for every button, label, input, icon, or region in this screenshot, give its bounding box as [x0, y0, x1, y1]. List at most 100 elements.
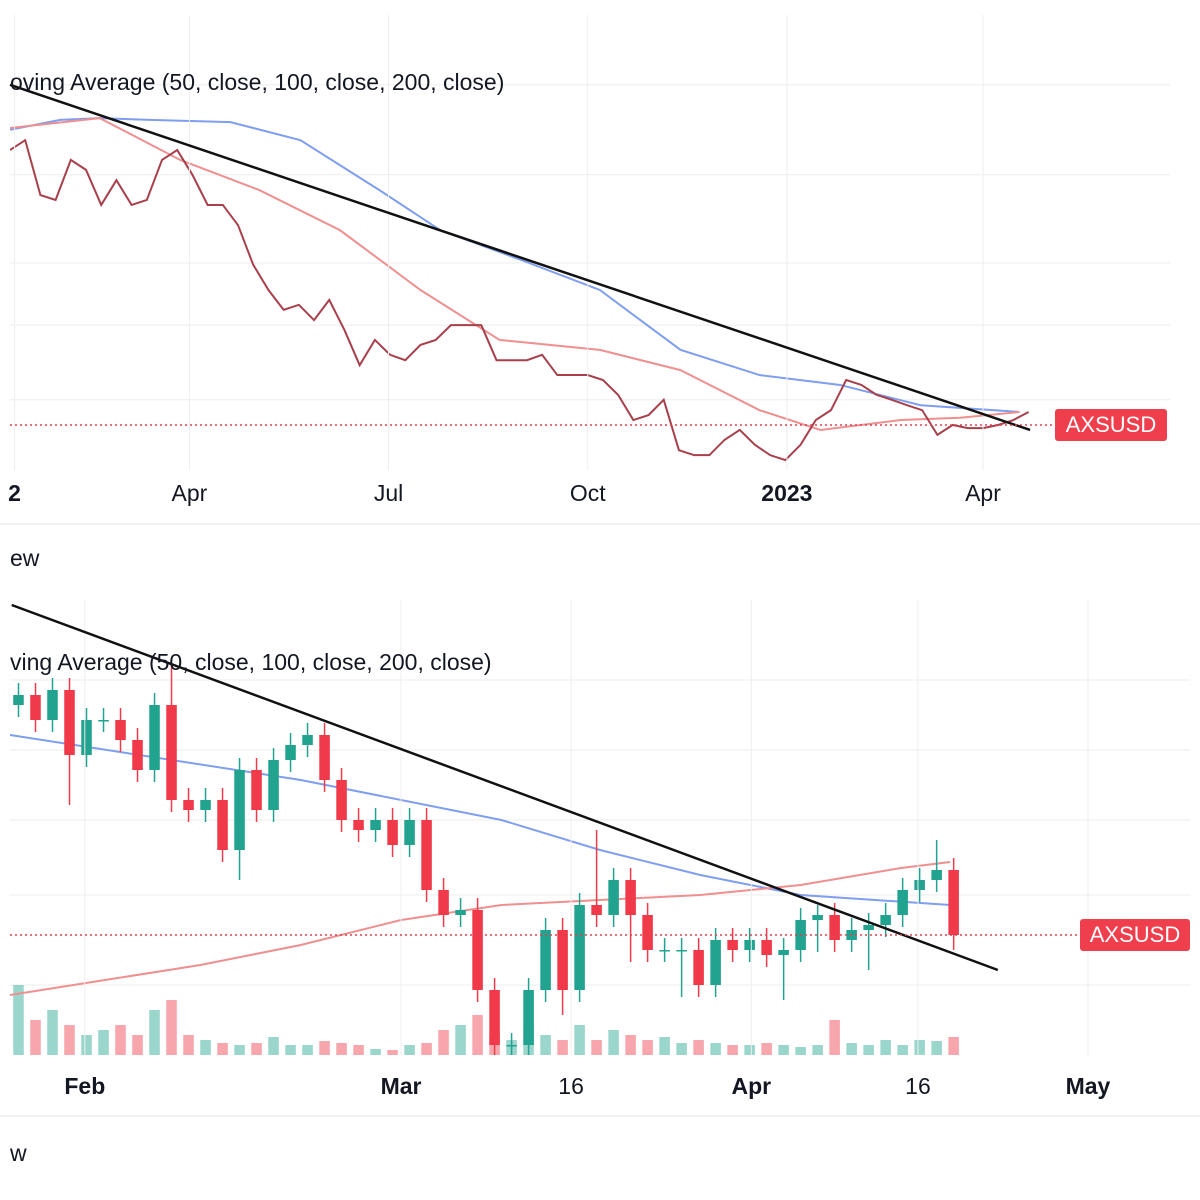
- footer-text: ew: [10, 545, 40, 571]
- volume-bar: [302, 1045, 313, 1055]
- volume-bar: [727, 1045, 738, 1055]
- candle-body: [880, 915, 891, 925]
- trendline: [11, 603, 999, 972]
- candle-body: [523, 990, 534, 1045]
- volume-bar: [166, 1000, 177, 1055]
- x-tick-label: Jul: [374, 480, 403, 506]
- plot-area: [10, 665, 1190, 1055]
- volume-bar: [608, 1030, 619, 1055]
- volume-bar: [13, 985, 24, 1055]
- volume-bar: [642, 1040, 653, 1055]
- trendline: [9, 83, 1031, 432]
- candle-body: [540, 930, 551, 990]
- candle-body: [914, 880, 925, 890]
- candle-body: [30, 695, 41, 720]
- volume-bar: [625, 1035, 636, 1055]
- candle-body: [302, 735, 313, 745]
- candle-body: [353, 820, 364, 830]
- x-tick-label: Mar: [381, 1073, 422, 1099]
- candle-body: [98, 720, 109, 722]
- candle-body: [115, 720, 126, 740]
- candle-body: [659, 950, 670, 952]
- candle-body: [200, 800, 211, 810]
- volume-bar: [472, 1015, 483, 1055]
- price-line: [10, 138, 1030, 462]
- volume-bar: [761, 1043, 772, 1055]
- candle-body: [812, 915, 823, 920]
- volume-bar: [880, 1040, 891, 1055]
- candle-body: [64, 690, 75, 755]
- candle-body: [251, 770, 262, 810]
- candle-body: [676, 950, 687, 952]
- candle-body: [217, 800, 228, 850]
- indicator-legend: ving Average (50, close, 100, close, 200…: [10, 649, 492, 675]
- volume-bar: [863, 1045, 874, 1055]
- volume-bar: [64, 1025, 75, 1055]
- candle-body: [472, 910, 483, 990]
- volume-bar: [285, 1045, 296, 1055]
- volume-bar: [574, 1025, 585, 1055]
- candle-body: [931, 870, 942, 880]
- volume-bar: [914, 1040, 925, 1055]
- candle-body: [319, 735, 330, 780]
- volume-bar: [710, 1043, 721, 1055]
- symbol-label-box: [1080, 919, 1190, 951]
- candle-body: [149, 705, 160, 770]
- volume-bar: [404, 1045, 415, 1055]
- volume-bar: [115, 1025, 126, 1055]
- volume-bar: [455, 1025, 466, 1055]
- volume-bar: [319, 1041, 330, 1055]
- volume-bar: [353, 1045, 364, 1055]
- x-tick-label: May: [1066, 1073, 1111, 1099]
- volume-bar: [149, 1010, 160, 1055]
- volume-bar: [778, 1045, 789, 1055]
- candle-body: [574, 905, 585, 990]
- candle-body: [13, 695, 24, 705]
- volume-bar: [659, 1037, 670, 1055]
- candle-body: [829, 915, 840, 940]
- volume-bar: [812, 1045, 823, 1055]
- indicator-legend: oving Average (50, close, 100, close, 20…: [10, 69, 504, 95]
- volume-bar: [931, 1041, 942, 1055]
- volume-bar: [200, 1040, 211, 1055]
- symbol-label-box: [1055, 409, 1167, 441]
- volume-bar: [370, 1049, 381, 1055]
- candle-body: [897, 890, 908, 915]
- candle-body: [370, 820, 381, 830]
- candle-body: [506, 1045, 517, 1047]
- volume-bar: [744, 1045, 755, 1055]
- candle-body: [557, 930, 568, 990]
- candle-body: [166, 705, 177, 800]
- volume-bar: [336, 1043, 347, 1055]
- x-tick-label: 16: [558, 1073, 584, 1099]
- x-tick-label: Apr: [965, 480, 1001, 506]
- symbol-label: AXSUSD: [1066, 412, 1156, 437]
- volume-bar: [795, 1047, 806, 1055]
- volume-bar: [557, 1040, 568, 1055]
- candle-body: [132, 740, 143, 770]
- candle-body: [404, 820, 415, 845]
- volume-bar: [268, 1037, 279, 1055]
- volume-bar: [421, 1043, 432, 1055]
- x-tick-label: 2023: [761, 480, 812, 506]
- volume-bar: [676, 1043, 687, 1055]
- footer-text: w: [9, 1140, 27, 1166]
- volume-bar: [30, 1020, 41, 1055]
- candle-body: [948, 870, 959, 935]
- volume-bar: [251, 1043, 262, 1055]
- candle-body: [778, 950, 789, 955]
- candle-body: [183, 800, 194, 810]
- candle-body: [455, 910, 466, 915]
- volume-bar: [693, 1040, 704, 1055]
- volume-bar: [829, 1020, 840, 1055]
- candle-body: [234, 770, 245, 850]
- volume-bar: [234, 1045, 245, 1055]
- volume-bar: [183, 1035, 194, 1055]
- x-tick-label: 2: [8, 480, 21, 506]
- x-tick-label: Apr: [171, 480, 207, 506]
- x-tick-label: 16: [905, 1073, 931, 1099]
- candle-body: [336, 780, 347, 820]
